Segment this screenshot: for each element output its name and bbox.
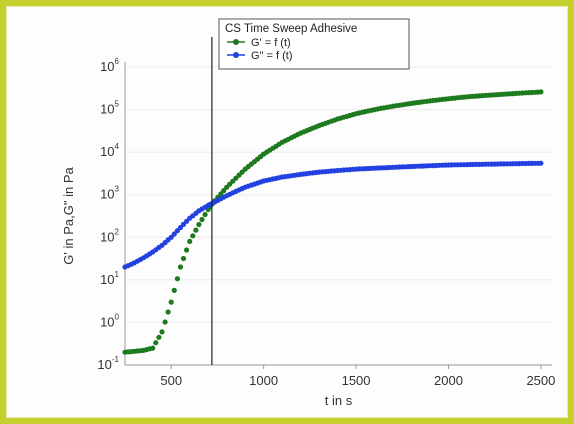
y-tick-label: 102	[100, 227, 119, 244]
x-axis-label: t in s	[325, 393, 353, 408]
legend-title: CS Time Sweep Adhesive	[225, 23, 357, 35]
data-point	[190, 233, 196, 239]
data-point	[538, 89, 544, 95]
data-point	[150, 345, 156, 351]
legend-entry-label: G" = f (t)	[251, 50, 293, 62]
grid-lines	[125, 66, 552, 366]
data-point	[221, 188, 227, 194]
y-tick-label: 105	[100, 100, 119, 117]
x-tick-label: 500	[160, 373, 182, 388]
x-tick-label: 1500	[342, 373, 371, 388]
data-point	[156, 334, 162, 340]
legend-entry-label: G' = f (t)	[251, 37, 291, 49]
data-point	[165, 309, 171, 315]
time-sweep-chart: 10-1 100 101 102 103 104 105 106 500 1000 1500 200…	[61, 18, 555, 408]
y-tick-label: 101	[100, 270, 119, 287]
axes	[124, 62, 552, 366]
data-point	[174, 228, 180, 234]
y-tick-label: 104	[100, 142, 119, 159]
legend-marker	[233, 39, 239, 45]
series-g-prime	[122, 89, 544, 355]
legend-marker	[233, 52, 239, 58]
data-point	[177, 264, 184, 270]
data-point	[187, 238, 193, 244]
y-axis-label: G' in Pa,G" in Pa	[61, 167, 76, 265]
y-tick-label: 10-1	[97, 355, 119, 372]
y-tick-label: 106	[100, 57, 119, 74]
series-g-double-prime	[122, 160, 544, 270]
y-tick-labels: 10-1 100 101 102 103 104 105 106	[97, 57, 119, 372]
series-layer	[122, 89, 544, 355]
data-point	[199, 216, 205, 223]
data-point	[153, 340, 159, 346]
legend: CS Time Sweep Adhesive G' = f (t)G" = f …	[218, 18, 410, 70]
data-point	[171, 287, 177, 293]
data-point	[193, 227, 199, 233]
data-point	[196, 221, 202, 228]
x-tick-label: 1000	[249, 373, 278, 388]
data-point	[174, 276, 180, 282]
data-point	[162, 319, 168, 325]
plot-panel: 10-1 100 101 102 103 104 105 106 500 1000 1500 200…	[6, 6, 568, 418]
data-point	[202, 211, 208, 218]
x-tick-labels: 500 1000 1500 2000 2500	[160, 365, 555, 388]
y-tick-label: 100	[100, 312, 119, 329]
data-point	[180, 255, 187, 262]
x-tick-label: 2500	[526, 373, 555, 388]
data-point	[184, 247, 190, 253]
legend-box	[218, 18, 410, 70]
data-point	[168, 234, 174, 240]
data-point	[171, 231, 177, 237]
x-tick-label: 2000	[434, 373, 463, 388]
data-point	[168, 299, 174, 305]
y-tick-label: 103	[100, 185, 119, 202]
data-point	[538, 160, 544, 166]
data-point	[159, 329, 165, 335]
